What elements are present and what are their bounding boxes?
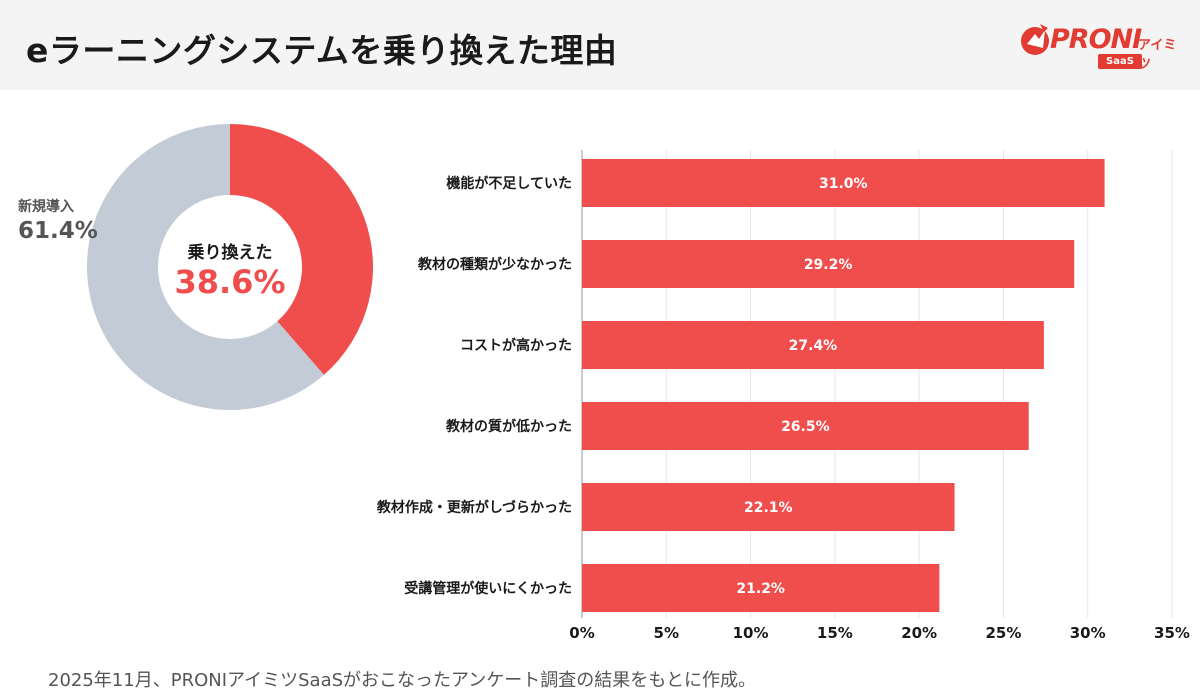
bar-chart: 0% 5% 10% 15% 20% 25% 30% 35% 機能が不足していた 31.0% 教材の種… — [377, 150, 1190, 640]
x-tick-label: 5% — [654, 624, 679, 640]
header-bar: eラーニングシステムを乗り換えた理由 PRONI アイミツ SaaS — [0, 0, 1200, 90]
donut-slice-new — [86, 124, 324, 410]
bar — [582, 159, 1105, 207]
logo-mark-icon — [1021, 24, 1049, 55]
x-tick-label: 0% — [569, 624, 594, 640]
logo-wordmark: PRONI — [1050, 24, 1142, 55]
category-label: 受講管理が使いにくかった — [404, 580, 572, 597]
bar — [582, 240, 1075, 288]
brand-logo: PRONI アイミツ SaaS — [1018, 20, 1183, 72]
donut-outer-label: 新規導入 61.4% — [18, 196, 98, 244]
bar-value-label: 21.2% — [736, 581, 785, 597]
bar — [582, 483, 955, 531]
bar-value-label: 27.4% — [789, 338, 838, 354]
bar-value-label: 26.5% — [781, 419, 830, 435]
bar — [582, 321, 1044, 369]
x-tick-label: 30% — [1070, 624, 1106, 640]
bar — [582, 402, 1029, 450]
donut-center-label: 乗り換えた 38.6% — [150, 238, 310, 301]
donut-label-new: 新規導入 — [18, 199, 74, 215]
category-label: 教材作成・更新がしづらかった — [377, 499, 572, 516]
category-label: 機能が不足していた — [446, 175, 572, 192]
category-label: コストが高かった — [460, 337, 572, 354]
x-tick-label: 10% — [733, 624, 769, 640]
x-tick-label: 20% — [901, 624, 937, 640]
x-tick-label: 25% — [985, 624, 1021, 640]
donut-chart: 新規導入 61.4% 乗り換えた 38.6% — [0, 100, 400, 440]
bar-value-label: 22.1% — [744, 500, 793, 516]
footnote: 2025年11月、PRONIアイミツSaaSがおこなったアンケート調査の結果をも… — [48, 670, 756, 691]
x-tick-label: 15% — [817, 624, 853, 640]
category-label: 教材の質が低かった — [446, 418, 572, 435]
donut-svg — [86, 124, 373, 410]
donut-value-new: 61.4% — [18, 218, 98, 244]
category-label: 教材の種類が少なかった — [418, 256, 572, 273]
logo-subtext: アイミツ — [1138, 38, 1177, 72]
bar — [582, 564, 940, 612]
bar-value-label: 29.2% — [804, 257, 853, 273]
donut-slice-switched — [230, 124, 373, 375]
donut-value-switched: 38.6% — [174, 263, 286, 301]
logo-saas-badge: SaaS — [1098, 54, 1142, 69]
page-title: eラーニングシステムを乗り換えた理由 — [26, 31, 618, 70]
x-tick-label: 35% — [1154, 624, 1190, 640]
bar-value-label: 31.0% — [819, 176, 868, 192]
donut-label-switched: 乗り換えた — [187, 243, 273, 263]
